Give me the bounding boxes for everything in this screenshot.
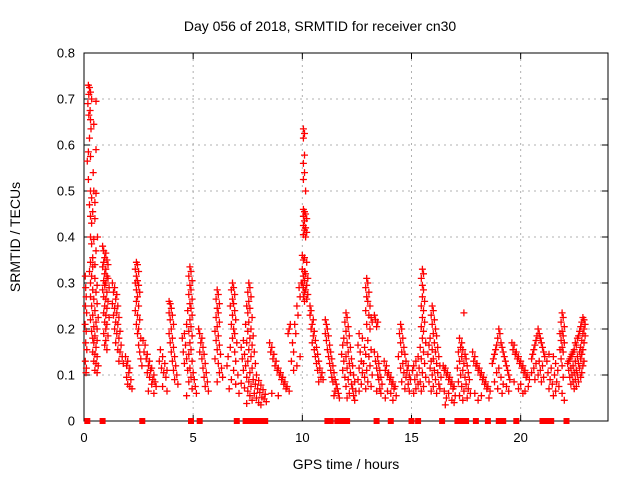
y-tick-label: 0.8 [57,46,75,61]
x-tick-label: 20 [513,430,527,445]
chart-title: Day 056 of 2018, SRMTID for receiver cn3… [184,18,457,34]
y-axis-label: SRMTID / TECUs [7,182,23,292]
x-tick-label: 10 [295,430,309,445]
x-tick-label: 5 [190,430,197,445]
y-tick-label: 0.7 [57,92,75,107]
x-axis-label: GPS time / hours [293,456,400,472]
data-points-plus [81,81,589,409]
y-tick-label: 0.5 [57,184,75,199]
y-tick-label: 0.4 [57,230,75,245]
y-tick-label: 0.3 [57,276,75,291]
x-tick-label: 0 [80,430,87,445]
tick-labels: 0 5 10 15 20 0 0.1 0.2 0.3 0.4 0.5 0.6 0.7 0.8 [57,46,528,446]
y-tick-label: 0.1 [57,368,75,383]
y-tick-label: 0.6 [57,138,75,153]
data-points-squares [84,418,570,424]
y-tick-label: 0 [68,414,75,429]
y-tick-label: 0.2 [57,322,75,337]
x-tick-label: 15 [404,430,418,445]
